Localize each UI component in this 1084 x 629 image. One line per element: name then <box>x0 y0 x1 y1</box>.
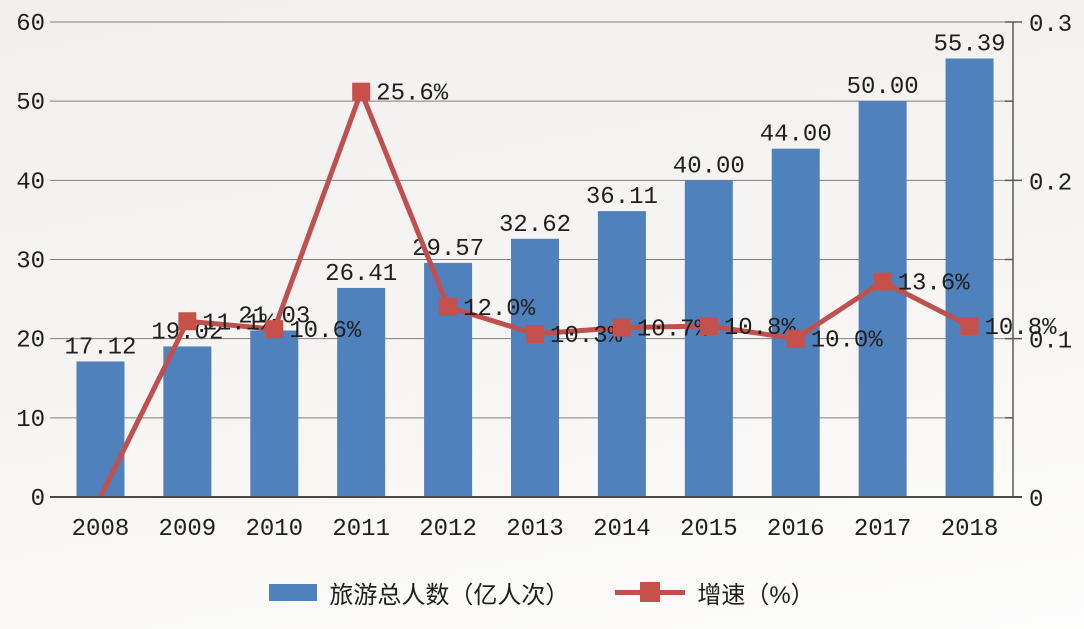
bar-2010 <box>250 330 299 497</box>
x-axis-tick-label: 2013 <box>506 516 564 543</box>
bar-2017 <box>858 101 907 498</box>
bar-2016 <box>771 148 820 497</box>
x-axis-tick-label: 2011 <box>332 516 390 543</box>
line-marker-2013 <box>526 324 544 343</box>
legend: 旅游总人数（亿人次） 增速（%） <box>0 577 1084 609</box>
left-axis-tick-label: 50 <box>16 90 45 117</box>
bar-2011 <box>337 287 386 497</box>
legend-bar-swatch <box>269 583 318 601</box>
bar-2009 <box>163 346 212 497</box>
line-value-label: 10.6% <box>289 318 362 345</box>
right-axis-tick-label: 0.2 <box>1029 170 1072 197</box>
left-axis-tick-label: 10 <box>16 407 45 434</box>
x-axis-tick-label: 2017 <box>854 516 912 543</box>
bar-value-label: 40.00 <box>673 153 745 180</box>
line-marker-2010 <box>265 320 284 339</box>
bar-value-label: 55.39 <box>934 31 1006 58</box>
line-marker-2011 <box>352 82 371 101</box>
bar-2014 <box>597 211 646 498</box>
line-marker-2014 <box>612 318 631 337</box>
line-marker-2018 <box>960 317 979 335</box>
x-axis-tick-label: 2008 <box>72 516 130 543</box>
bar-value-label: 17.12 <box>64 334 136 361</box>
line-value-label: 25.6% <box>376 81 449 108</box>
line-value-label: 10.8% <box>985 315 1058 342</box>
left-axis-tick-label: 0 <box>31 486 45 513</box>
bar-2018 <box>945 58 994 497</box>
right-axis-tick-label: 0.3 <box>1029 12 1072 39</box>
bar-value-label: 26.41 <box>325 261 397 288</box>
bar-value-label: 36.11 <box>586 184 658 211</box>
line-marker-2016 <box>786 329 805 348</box>
bar-value-label: 32.62 <box>499 212 571 239</box>
line-marker-2015 <box>699 317 718 335</box>
bar-2015 <box>684 180 733 498</box>
legend-line-marker-icon <box>640 582 661 602</box>
bar-2013 <box>511 238 559 497</box>
right-axis-tick-label: 0 <box>1029 487 1043 514</box>
left-axis-tick-label: 40 <box>16 169 45 196</box>
line-value-label: 10.0% <box>811 328 884 355</box>
legend-line-swatch <box>615 582 686 602</box>
line-marker-2012 <box>439 298 458 316</box>
bar-value-label: 44.00 <box>760 122 832 149</box>
line-value-label: 10.8% <box>724 315 797 342</box>
line-value-label: 11.1% <box>202 310 275 337</box>
bar-value-label: 50.00 <box>847 74 919 101</box>
x-axis-tick-label: 2014 <box>593 516 651 543</box>
x-axis-tick-label: 2009 <box>159 516 217 543</box>
bar-2008 <box>76 361 125 497</box>
line-value-label: 10.7% <box>637 317 710 344</box>
x-axis-tick-label: 2018 <box>941 516 999 543</box>
line-value-label: 12.0% <box>463 296 536 323</box>
left-axis-tick-label: 30 <box>16 249 45 276</box>
line-marker-2009 <box>178 312 197 331</box>
x-axis-tick-label: 2016 <box>767 516 825 543</box>
right-axis-tick-label: 0.1 <box>1029 329 1072 356</box>
line-marker-2017 <box>873 272 892 291</box>
x-axis-tick-label: 2012 <box>419 516 477 543</box>
line-value-label: 10.3% <box>550 323 623 350</box>
x-axis-tick-label: 2015 <box>680 516 738 543</box>
x-axis-tick-label: 2010 <box>245 516 303 543</box>
legend-bar-label: 旅游总人数（亿人次） <box>329 581 570 609</box>
legend-line-label: 增速（%） <box>697 581 815 609</box>
left-axis-tick-label: 60 <box>16 11 45 38</box>
left-axis-tick-label: 20 <box>16 328 45 355</box>
line-value-label: 13.6% <box>898 271 971 298</box>
